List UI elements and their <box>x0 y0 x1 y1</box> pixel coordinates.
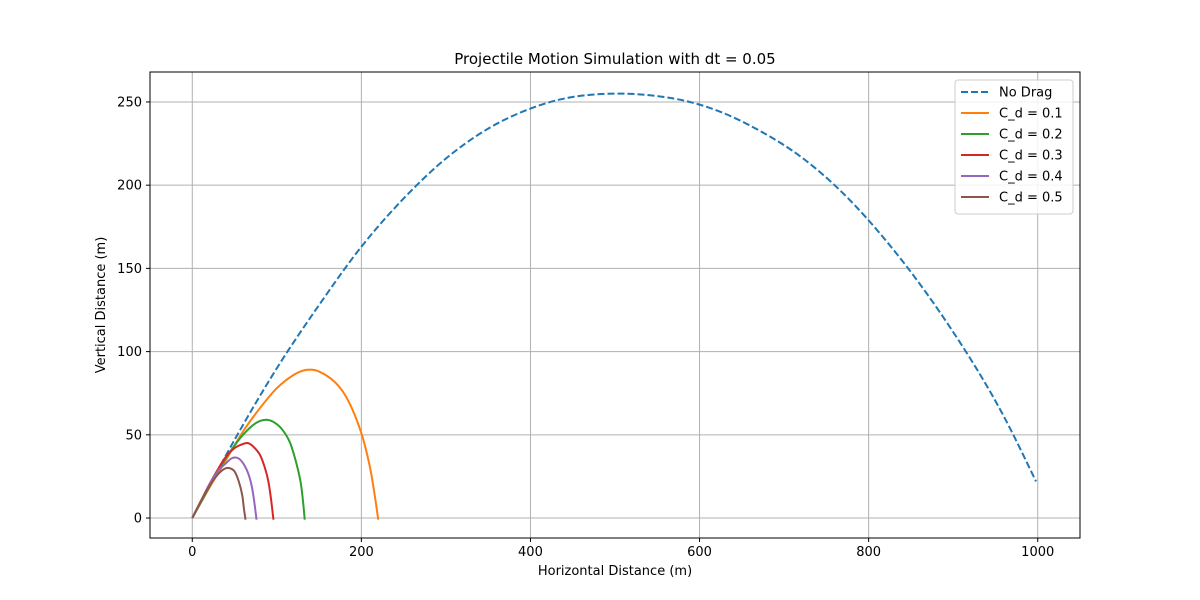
legend: No Drag C_d = 0.1 C_d = 0.2 C_d = 0.3 C_d = … <box>954 79 1074 215</box>
x-tick-label: 1000 <box>1021 545 1054 560</box>
x-tick-label: 800 <box>856 545 881 560</box>
y-axis: 0 50 100 150 200 250 <box>117 95 150 527</box>
y-tick-label: 50 <box>125 428 142 443</box>
x-axis: 0 200 400 600 800 1000 <box>188 538 1054 560</box>
plot-area <box>150 72 1080 538</box>
x-tick-label: 200 <box>349 545 374 560</box>
y-tick-label: 250 <box>117 95 142 110</box>
y-tick-label: 200 <box>117 179 142 194</box>
x-tick-label: 600 <box>687 545 712 560</box>
y-tick-label: 0 <box>134 512 142 527</box>
x-tick-label: 0 <box>188 545 196 560</box>
x-tick-label: 400 <box>518 545 543 560</box>
plot-frame <box>149 71 1081 539</box>
legend-label: C_d = 0.2 <box>999 128 1063 143</box>
y-axis-label: Vertical Distance (m) <box>94 237 109 374</box>
y-tick-label: 150 <box>117 262 142 277</box>
grid <box>150 72 1080 538</box>
legend-label: C_d = 0.4 <box>999 170 1063 185</box>
legend-label: C_d = 0.3 <box>999 149 1063 164</box>
x-axis-label: Horizontal Distance (m) <box>538 564 692 579</box>
chart-title: Projectile Motion Simulation with dt = 0… <box>454 50 775 68</box>
legend-label: C_d = 0.5 <box>999 191 1063 206</box>
series-line-5 <box>191 466 247 520</box>
legend-label: No Drag <box>999 86 1052 101</box>
series-line-0 <box>191 92 1037 519</box>
legend-label: C_d = 0.1 <box>999 107 1063 122</box>
y-tick-label: 100 <box>117 345 142 360</box>
series-lines <box>191 92 1037 520</box>
